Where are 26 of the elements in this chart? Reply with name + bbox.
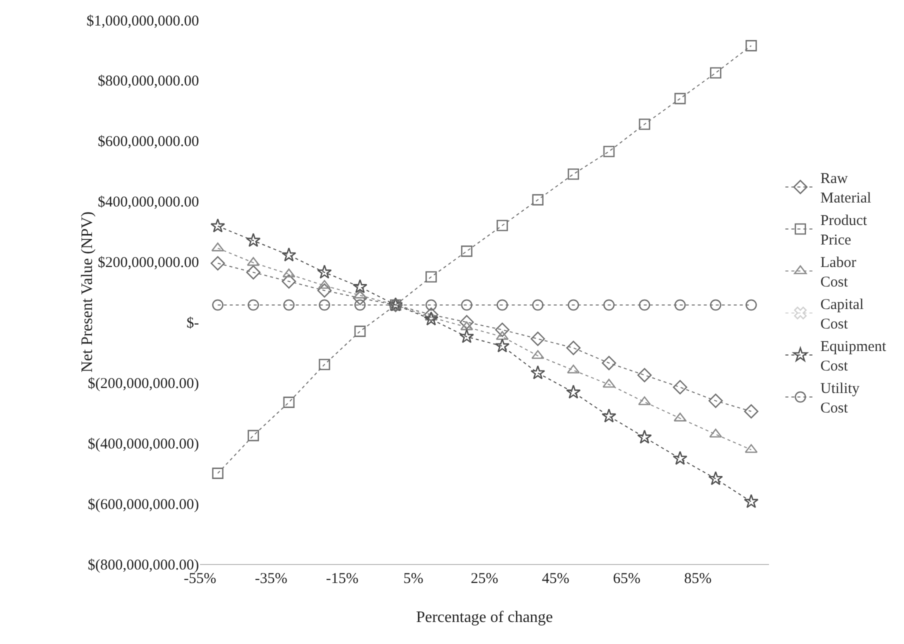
y-tick-label: $(200,000,000.00) (88, 376, 199, 392)
legend-label: Capital Cost (820, 297, 864, 333)
legend-label: Raw Material (820, 171, 872, 207)
y-tick-label: $600,000,000.00 (98, 134, 199, 150)
x-tick-label: 45% (542, 571, 570, 587)
x-tick-label: 85% (684, 571, 712, 587)
x-axis-title: Percentage of change (416, 609, 553, 626)
x-tick-label: -55% (184, 571, 216, 587)
x-tick-label: 65% (613, 571, 640, 587)
x-tick-label: -15% (326, 571, 358, 587)
y-tick-label: $400,000,000.00 (98, 194, 199, 211)
x-tick-label: -35% (254, 571, 288, 587)
y-axis-title: Net Present Value (NPV) (78, 211, 96, 373)
x-tick-label: 25% (470, 571, 498, 587)
y-tick-label: $(600,000,000.00) (88, 496, 199, 513)
y-tick-label: $(800,000,000.00) (88, 557, 199, 574)
y-tick-label: $200,000,000.00 (98, 255, 199, 272)
x-tick-label: 5% (403, 571, 424, 587)
y-tick-label: $800,000,000.00 (98, 74, 199, 90)
legend-label: Labor Cost (820, 255, 856, 291)
y-tick-label: $- (186, 315, 199, 332)
legend-label: Product Price (820, 213, 868, 249)
y-tick-label: $1,000,000,000.00 (86, 13, 199, 30)
legend-label: Utility Cost (820, 381, 860, 417)
y-tick-label: $(400,000,000.00) (88, 436, 199, 452)
legend-label: Equipment Cost (820, 339, 888, 375)
